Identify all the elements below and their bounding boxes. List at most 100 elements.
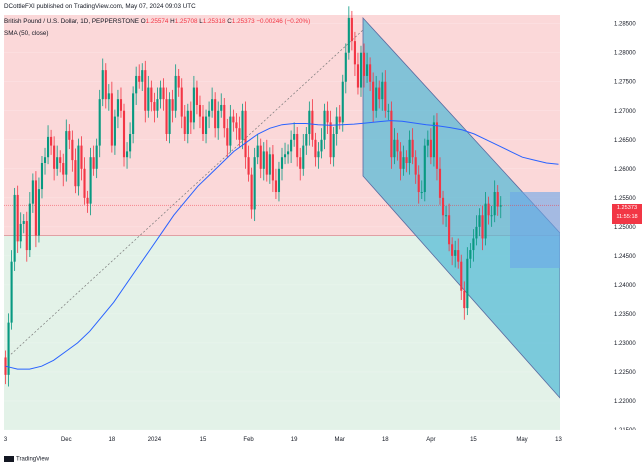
- ohlc-l-value: 1.25318: [202, 18, 226, 25]
- candle-body-69: [214, 99, 217, 129]
- candle-body-156: [478, 215, 481, 227]
- time-tick-10: 15: [470, 437, 477, 443]
- candle-body-150: [460, 261, 463, 291]
- candle-body-90: [277, 168, 281, 193]
- candle-body-139: [426, 139, 429, 146]
- candle-body-108: [332, 133, 335, 158]
- candle-body-25: [80, 145, 83, 169]
- candle-body-19: [62, 163, 65, 175]
- trend-line: [7, 29, 364, 358]
- ohlc-l-label: L: [199, 18, 203, 25]
- candle-body-68: [211, 99, 214, 111]
- candle-body-135: [414, 157, 417, 175]
- candle-body-100: [308, 110, 311, 134]
- symbol-line: British Pound / U.S. Dollar, 1D, PEPPERS…: [4, 18, 310, 25]
- time-axis[interactable]: 3 Dec 18 2024 15 Feb 19 Mar 18 Apr 15 May 13: [0, 430, 642, 468]
- candle-body-14: [46, 136, 50, 158]
- candle-body-26: [83, 168, 86, 198]
- candle-body-113: [347, 17, 350, 53]
- candle-body-13: [43, 157, 47, 164]
- candle-body-87: [268, 154, 271, 175]
- candle-body-48: [150, 87, 153, 103]
- candle-body-140: [429, 139, 432, 158]
- price-tick-11: 1.23000: [614, 341, 636, 347]
- candle-body-35: [110, 93, 113, 146]
- price-tick-9: 1.24000: [614, 283, 636, 289]
- candle-body-144: [441, 197, 445, 216]
- time-tick-11: May: [516, 437, 527, 443]
- candle-body-125: [384, 81, 387, 111]
- candle-body-1: [7, 322, 10, 375]
- candle-body-99: [305, 133, 308, 146]
- candle-body-76: [235, 122, 238, 129]
- price-tick-1: 1.28000: [614, 51, 636, 57]
- candle-body-39: [122, 110, 126, 158]
- candle-body-5: [19, 223, 22, 242]
- candle-body-15: [50, 136, 53, 146]
- candle-body-7: [25, 221, 28, 251]
- price-tick-13: 1.22000: [614, 399, 636, 405]
- candle-body-118: [362, 52, 366, 76]
- candle-body-47: [147, 87, 150, 111]
- candle-body-103: [317, 151, 320, 158]
- candle-body-71: [220, 104, 223, 111]
- price-tick-0: 1.28500: [614, 22, 636, 28]
- brand-text: TradingView: [16, 456, 50, 463]
- candle-body-123: [378, 87, 381, 100]
- candle-body-143: [438, 168, 442, 198]
- candle-body-38: [119, 99, 123, 111]
- candle-body-91: [280, 157, 284, 169]
- candle-body-2: [10, 261, 13, 323]
- candle-body-112: [344, 52, 347, 82]
- time-tick-3: 2024: [148, 437, 162, 443]
- ohlc-o-value: 1.25574: [145, 18, 169, 25]
- candle-body-131: [402, 157, 405, 169]
- candle-body-159: [487, 203, 490, 216]
- time-tick-2: 18: [109, 437, 116, 443]
- candle-body-83: [256, 145, 259, 158]
- candle-body-3: [13, 194, 16, 262]
- candle-body-85: [262, 151, 265, 169]
- price-tick-10: 1.23500: [614, 312, 636, 318]
- candle-body-104: [320, 139, 323, 152]
- candle-body-16: [53, 145, 56, 169]
- candle-body-117: [359, 52, 363, 88]
- candle-body-60: [186, 110, 189, 134]
- sma-line: [5, 120, 559, 370]
- ohlc-h-value: 1.25708: [174, 18, 198, 25]
- candle-body-145: [445, 215, 448, 217]
- candle-body-8: [28, 203, 31, 251]
- time-tick-9: Apr: [426, 437, 435, 443]
- candle-body-137: [420, 192, 423, 194]
- candle-body-157: [481, 215, 484, 239]
- candle-body-74: [229, 116, 232, 146]
- candle-body-82: [253, 157, 256, 210]
- candle-body-155: [475, 226, 478, 239]
- candle-body-63: [195, 87, 198, 105]
- candle-body-17: [56, 157, 59, 169]
- price-tick-12: 1.22500: [614, 370, 636, 376]
- time-tick-6: 19: [291, 437, 298, 443]
- candle-body-129: [396, 139, 399, 152]
- ohlc-change: −0.00246 (−0.20%): [256, 18, 311, 25]
- candle-body-65: [201, 116, 205, 134]
- consolidation-box: [510, 192, 560, 268]
- candle-body-41: [129, 133, 132, 152]
- candle-body-130: [399, 151, 402, 169]
- candle-body-66: [204, 116, 208, 134]
- candle-body-161: [493, 192, 496, 216]
- candle-body-18: [59, 157, 62, 164]
- candle-body-27: [86, 197, 89, 204]
- candle-body-78: [241, 110, 244, 140]
- candle-body-133: [408, 139, 411, 164]
- candle-body-148: [454, 250, 457, 256]
- candle-body-51: [159, 87, 162, 100]
- price-tick-6: 1.25500: [614, 196, 636, 202]
- price-tick-2: 1.27500: [614, 80, 636, 86]
- candle-body-92: [283, 154, 287, 158]
- candle-body-75: [232, 116, 235, 123]
- time-tick-8: 18: [382, 437, 389, 443]
- candle-body-89: [274, 180, 277, 193]
- candle-body-154: [472, 238, 475, 251]
